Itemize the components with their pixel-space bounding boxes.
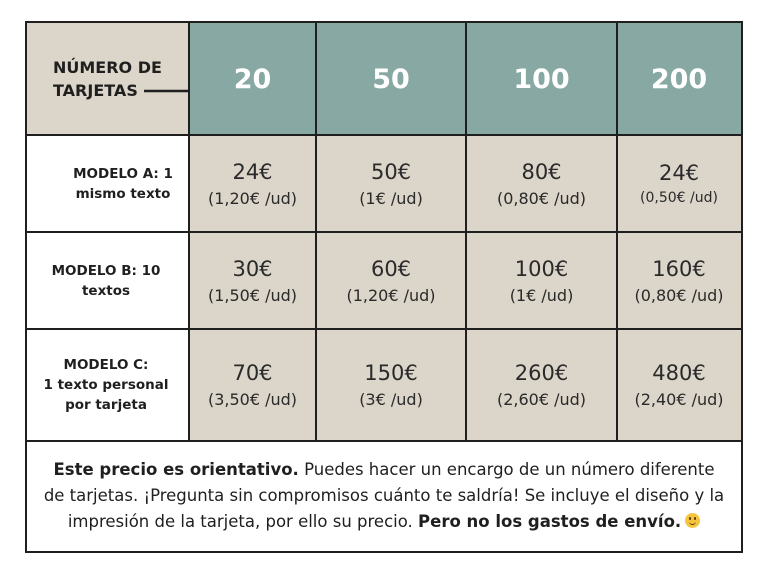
price-cell: 480€ (2,40€ /ud): [617, 329, 741, 441]
row-label-line1: MODELO A: 1: [73, 165, 173, 182]
header-qty-100: 100: [466, 23, 617, 135]
price-cell: 260€ (2,60€ /ud): [466, 329, 617, 441]
row-label-modelo-b: MODELO B: 10 textos: [27, 232, 189, 329]
pricing-note: Este precio es orientativo. Puedes hacer…: [27, 443, 741, 551]
price-total: 24€: [232, 159, 273, 184]
price-per-unit: (1,50€ /ud): [207, 285, 298, 305]
price-total: 30€: [232, 256, 273, 281]
price-total: 24€: [658, 161, 700, 185]
corner-label-line1: NÚMERO DE: [53, 58, 162, 77]
corner-cell: NÚMERO DE TARJETAS: [27, 23, 201, 135]
price-total: 50€: [370, 159, 412, 184]
price-total: 60€: [370, 256, 412, 281]
row-label-modelo-c: MODELO C: 1 texto personal por tarjeta: [27, 329, 189, 441]
header-qty-200: 200: [617, 23, 741, 135]
note-text: Puedes hacer un encargo de un número dif…: [43, 460, 725, 531]
price-cell: 24€ (1,20€ /ud): [189, 135, 316, 232]
header-qty-label: 50: [372, 63, 410, 95]
price-cell: 70€ (3,50€ /ud): [189, 329, 316, 441]
price-per-unit: (3,50€ /ud): [207, 390, 298, 409]
price-per-unit: (2,60€ /ud): [496, 390, 587, 409]
price-cell: 80€ (0,80€ /ud): [466, 135, 617, 232]
price-per-unit: (2,40€ /ud): [634, 390, 724, 409]
grid-divider: [27, 231, 741, 233]
price-per-unit: (1€ /ud): [509, 285, 574, 305]
row-label-line1: MODELO C:: [63, 357, 149, 373]
pricing-table: [25, 21, 743, 553]
row-label-line2: 1 texto personal: [43, 377, 169, 393]
note-bold-end: Pero no los gastos de envío.: [418, 512, 682, 531]
row-label-line2: mismo texto: [75, 185, 171, 202]
price-cell: 160€ (0,80€ /ud): [617, 232, 741, 329]
row-label-line3: por tarjeta: [65, 397, 147, 413]
header-qty-label: 20: [233, 63, 272, 95]
price-per-unit: (0,50€ /ud): [640, 190, 718, 206]
price-per-unit: (3€ /ud): [359, 390, 423, 409]
price-per-unit: (0,80€ /ud): [634, 285, 724, 305]
price-cell: 60€ (1,20€ /ud): [316, 232, 466, 329]
price-per-unit: (0,80€ /ud): [496, 188, 587, 208]
grid-divider: [27, 440, 741, 442]
price-total: 100€: [514, 256, 569, 281]
row-label-line1: MODELO B: 10: [51, 262, 161, 279]
price-cell: 100€ (1€ /ud): [466, 232, 617, 329]
price-per-unit: (1€ /ud): [359, 188, 423, 208]
grid-divider: [27, 328, 741, 330]
price-per-unit: (1,20€ /ud): [346, 285, 436, 305]
price-cell: 50€ (1€ /ud): [316, 135, 466, 232]
price-total: 480€: [652, 361, 706, 385]
note-bold-start: Este precio es orientativo.: [53, 460, 299, 479]
header-qty-label: 200: [650, 63, 708, 95]
row-label-modelo-a: MODELO A: 1 mismo texto: [27, 135, 189, 232]
row-label-line2: textos: [81, 282, 131, 299]
header-qty-50: 50: [316, 23, 466, 135]
price-per-unit: (1,20€ /ud): [207, 188, 298, 208]
price-total: 80€: [521, 159, 562, 184]
corner-label-line2: TARJETAS: [53, 81, 138, 100]
price-total: 160€: [652, 256, 706, 281]
price-cell: 24€ (0,50€ /ud): [617, 135, 741, 232]
price-total: 70€: [232, 361, 273, 385]
price-total: 150€: [364, 361, 418, 385]
header-qty-20: 20: [189, 23, 316, 135]
grid-divider: [27, 134, 741, 136]
price-total: 260€: [514, 361, 569, 385]
price-cell: 150€ (3€ /ud): [316, 329, 466, 441]
header-qty-label: 100: [513, 63, 570, 95]
smiley-icon: [685, 513, 701, 528]
price-cell: 30€ (1,50€ /ud): [189, 232, 316, 329]
